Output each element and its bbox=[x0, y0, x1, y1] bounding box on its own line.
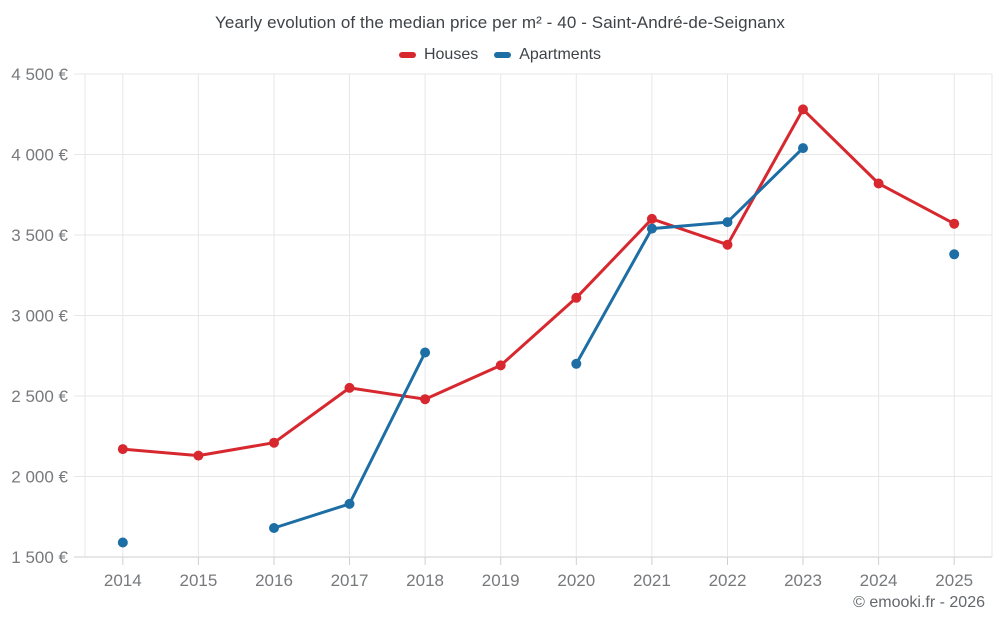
y-axis-label: 2 000 € bbox=[11, 468, 68, 487]
houses-data-point bbox=[798, 104, 808, 115]
apartments-data-point bbox=[798, 143, 808, 154]
chart-title: Yearly evolution of the median price per… bbox=[215, 13, 785, 32]
x-axis-label: 2025 bbox=[935, 571, 973, 590]
copyright-credit: © emooki.fr - 2026 bbox=[853, 594, 985, 611]
x-axis-label: 2023 bbox=[784, 571, 822, 590]
y-axis-label: 3 000 € bbox=[11, 307, 68, 326]
legend-item-apartments[interactable]: Apartments bbox=[494, 46, 601, 64]
houses-data-point bbox=[420, 394, 431, 405]
x-axis-label: 2024 bbox=[860, 571, 898, 590]
legend-item-houses[interactable]: Houses bbox=[398, 46, 479, 64]
y-axis-label: 2 500 € bbox=[11, 387, 68, 406]
houses-data-point bbox=[949, 218, 960, 229]
houses-data-point bbox=[495, 360, 506, 371]
apartments-data-point bbox=[269, 523, 279, 533]
x-axis-label: 2014 bbox=[104, 571, 142, 590]
houses-data-point bbox=[646, 213, 657, 224]
legend: Houses Apartments bbox=[0, 46, 1000, 64]
houses-data-point bbox=[117, 444, 128, 455]
houses-series-line bbox=[121, 107, 956, 458]
x-axis-label: 2015 bbox=[179, 571, 217, 590]
x-axis-label: 2018 bbox=[406, 571, 444, 590]
houses-legend-label: Houses bbox=[423, 46, 479, 63]
houses-data-point bbox=[269, 437, 279, 448]
apartments-data-point bbox=[344, 498, 355, 509]
houses-data-point bbox=[873, 178, 884, 189]
apartments-data-point bbox=[646, 223, 657, 234]
x-axis-label: 2022 bbox=[709, 571, 747, 590]
houses-data-point bbox=[722, 239, 733, 250]
x-axis-label: 2019 bbox=[482, 571, 520, 590]
apartments-data-point bbox=[420, 347, 431, 358]
apartments-data-point bbox=[117, 537, 128, 548]
houses-data-point bbox=[571, 292, 582, 303]
houses-data-point bbox=[193, 450, 204, 461]
x-axis-label: 2021 bbox=[633, 571, 671, 590]
apartments-legend-label: Apartments bbox=[519, 46, 602, 63]
y-axis-label: 4 500 € bbox=[11, 65, 68, 84]
y-axis-label: 4 000 € bbox=[11, 146, 68, 165]
apartments-series-line bbox=[574, 146, 805, 366]
houses-series-swatch-icon bbox=[398, 52, 416, 58]
x-axis-label: 2020 bbox=[557, 571, 595, 590]
apartments-data-point bbox=[949, 249, 960, 260]
apartments-series-swatch-icon bbox=[494, 52, 512, 58]
x-axis-label: 2016 bbox=[255, 571, 293, 590]
houses-data-point bbox=[344, 382, 355, 393]
y-axis-label: 3 500 € bbox=[11, 226, 68, 245]
y-axis-label: 1 500 € bbox=[11, 548, 68, 567]
apartments-data-point bbox=[722, 217, 733, 228]
apartments-data-point bbox=[571, 358, 582, 369]
x-axis-label: 2017 bbox=[331, 571, 369, 590]
